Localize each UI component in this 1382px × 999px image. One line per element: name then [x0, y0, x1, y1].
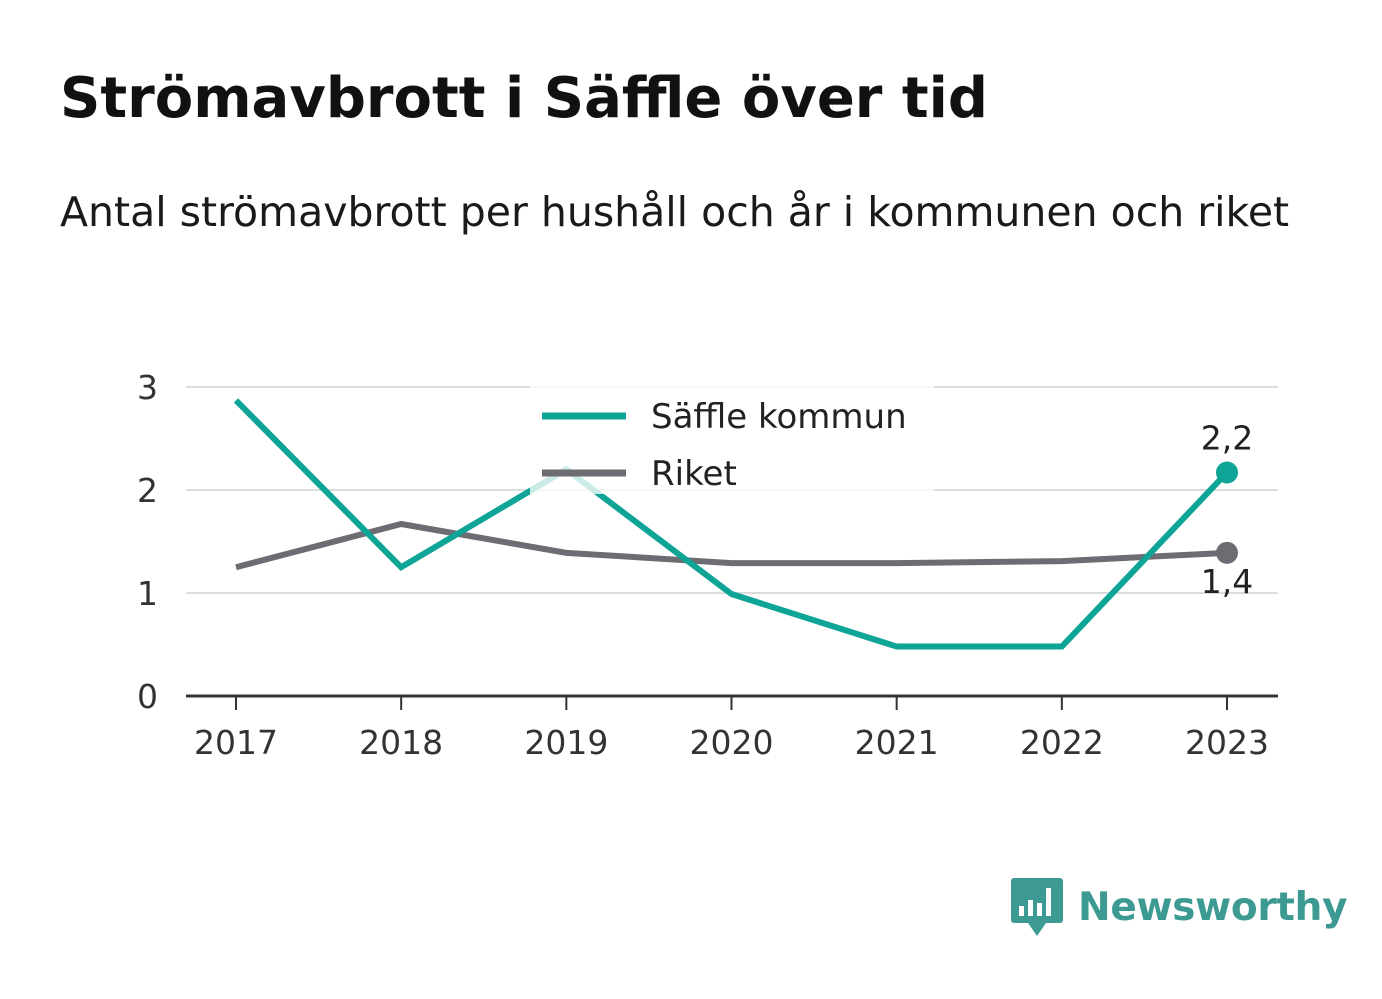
x-axis: 2017 2018 2019 2020 2021 2022 2023	[186, 694, 1278, 762]
chart-bubble-icon	[1011, 878, 1063, 936]
x-tick-label: 2023	[1185, 723, 1269, 762]
x-tick-label: 2022	[1020, 723, 1104, 762]
x-tick-label: 2019	[524, 723, 608, 762]
end-point-marker	[1216, 541, 1238, 564]
x-tick-label: 2020	[690, 723, 774, 762]
series-line-1	[235, 520, 1228, 571]
series-line-0	[233, 398, 1230, 650]
end-value-label: 1,4	[1201, 562, 1253, 601]
legend: Säffle kommun Riket	[530, 384, 934, 494]
end-point-marker	[1216, 461, 1238, 484]
x-tick-label: 2017	[194, 723, 278, 762]
chart-subtitle: Antal strömavbrott per hushåll och år i …	[60, 188, 1290, 236]
chart-title: Strömavbrott i Säffle över tid	[60, 66, 988, 131]
legend-label: Riket	[651, 454, 737, 494]
series-lines	[233, 398, 1230, 650]
end-markers: 2,2 1,4	[1201, 418, 1253, 600]
brand-logo: Newsworthy	[1010, 876, 1348, 938]
x-tick-label: 2021	[855, 723, 939, 762]
brand-name: Newsworthy	[1078, 884, 1348, 930]
y-tick-label: 3	[137, 368, 158, 407]
y-tick-label: 0	[137, 677, 158, 716]
y-axis-ticks: 0 1 2 3	[137, 368, 158, 716]
end-value-label: 2,2	[1201, 418, 1253, 457]
x-tick-label: 2018	[359, 723, 443, 762]
y-tick-label: 2	[137, 471, 158, 510]
legend-label: Säffle kommun	[651, 397, 907, 437]
y-tick-label: 1	[137, 574, 158, 613]
